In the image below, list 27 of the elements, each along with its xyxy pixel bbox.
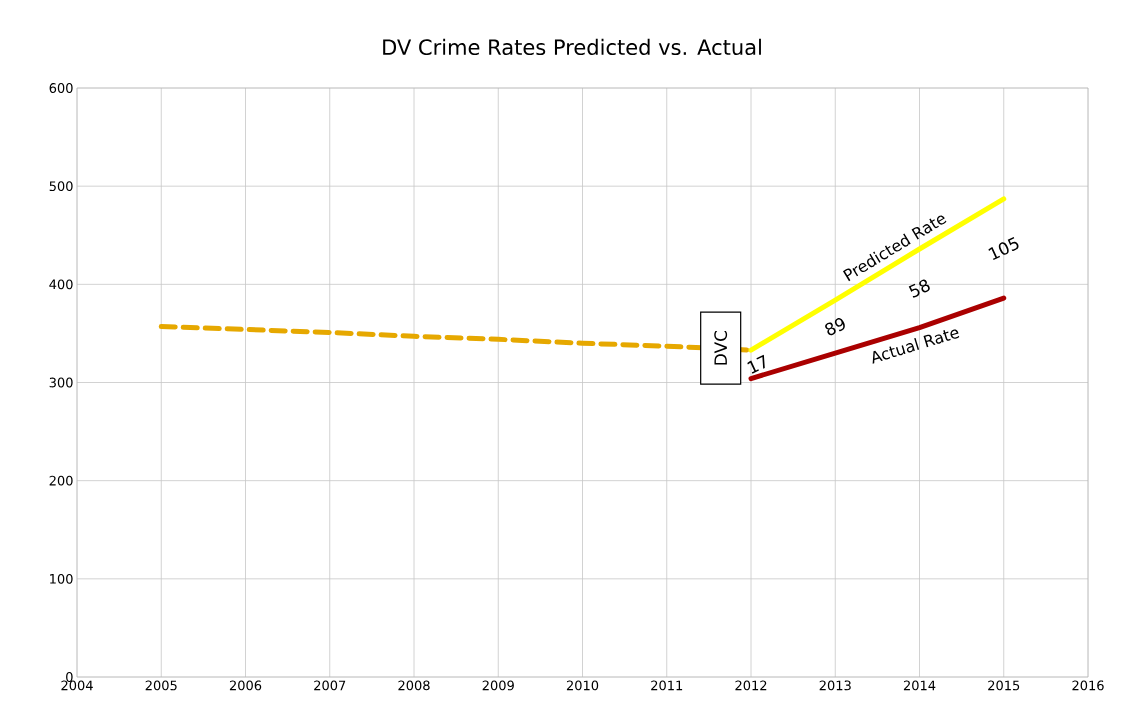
x-tick-label: 2005 [145,680,177,691]
x-tick-label: 2016 [1072,680,1104,691]
x-tick-label: 2009 [482,680,514,691]
y-tick-label: 200 [49,475,73,486]
x-tick-label: 2006 [229,680,262,691]
y-tick-label: 600 [49,83,73,93]
annotation: 58 [908,279,930,298]
x-tick-label: 2011 [651,680,683,691]
x-tick-label: 2014 [903,680,936,691]
text: Actual Rate [872,329,960,364]
annotation: 17 [747,354,765,374]
x-tick-label: 2013 [819,680,851,691]
x-tick-label: 2004 [61,680,93,691]
y-tick-label: 400 [49,279,73,290]
x-tick-label: 2007 [314,680,346,691]
y-tick-label: 500 [49,181,73,192]
annotation: DVC [714,330,728,365]
y-tick-label: 100 [50,573,73,584]
chart-title: DV Crime Rates Predicted vs. Actual [383,38,761,56]
x-tick-label: 2012 [735,680,767,691]
x-tick-label: 2015 [988,680,1020,691]
x-tick-label: 2008 [398,680,430,691]
annotation: 89 [825,318,845,336]
y-tick-label: 300 [49,377,73,388]
x-tick-label: 2010 [566,680,599,691]
y-tick-label: 0 [66,672,73,682]
annotation: 105 [988,237,1019,261]
